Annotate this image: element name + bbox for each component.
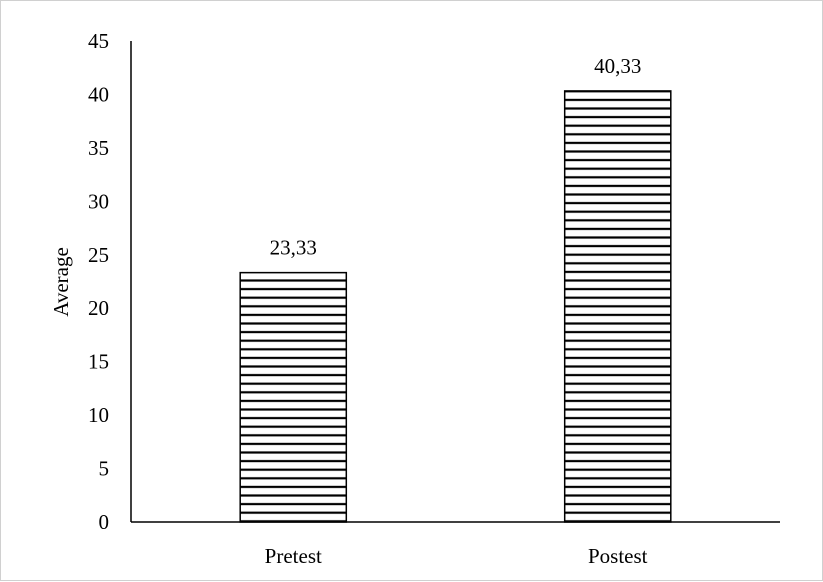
y-tick-label: 15 [88,350,109,374]
data-label-pretest: 23,33 [270,236,317,260]
x-category-label-pretest: Pretest [265,544,322,568]
y-tick-label: 20 [88,296,109,320]
x-axis-labels: Pretest Postest [265,544,648,568]
data-label-postest: 40,33 [594,54,641,78]
y-tick-label: 40 [88,82,109,106]
y-tick-label: 25 [88,243,109,267]
y-tick-label: 30 [88,189,109,213]
bars [239,90,672,523]
bar-pretest [239,271,348,523]
y-axis-title: Average [49,247,73,317]
y-tick-label: 45 [88,29,109,53]
y-tick-label: 10 [88,403,109,427]
data-labels: 23,33 40,33 [270,54,642,260]
y-tick-label: 0 [99,510,110,534]
y-tick-label: 5 [99,457,110,481]
bar-postest [563,90,672,523]
x-category-label-postest: Postest [588,544,648,568]
y-axis-ticks: 0 5 10 15 20 25 30 35 40 45 [88,29,109,534]
y-tick-label: 35 [88,136,109,160]
